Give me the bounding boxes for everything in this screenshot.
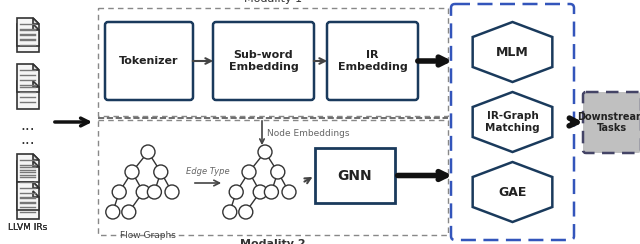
Polygon shape bbox=[17, 24, 39, 52]
Text: Tokenizer: Tokenizer bbox=[119, 56, 179, 66]
Circle shape bbox=[106, 205, 120, 219]
Circle shape bbox=[253, 185, 268, 199]
Polygon shape bbox=[33, 24, 39, 30]
Polygon shape bbox=[33, 182, 39, 188]
Text: Modality 2: Modality 2 bbox=[240, 239, 306, 244]
Polygon shape bbox=[17, 182, 39, 210]
Polygon shape bbox=[33, 191, 39, 197]
Polygon shape bbox=[17, 64, 39, 92]
Polygon shape bbox=[33, 161, 39, 167]
Circle shape bbox=[229, 185, 243, 199]
Polygon shape bbox=[33, 18, 39, 24]
Circle shape bbox=[264, 185, 278, 199]
Circle shape bbox=[154, 165, 168, 179]
Text: Sub-word
Embedding: Sub-word Embedding bbox=[228, 50, 298, 72]
Text: ...: ... bbox=[20, 132, 35, 148]
Polygon shape bbox=[17, 18, 39, 46]
FancyBboxPatch shape bbox=[583, 92, 640, 153]
Polygon shape bbox=[17, 191, 39, 219]
Polygon shape bbox=[17, 81, 39, 109]
Text: LLVM IRs: LLVM IRs bbox=[8, 224, 47, 233]
Polygon shape bbox=[473, 92, 552, 152]
Text: Node Embeddings: Node Embeddings bbox=[267, 129, 349, 138]
Polygon shape bbox=[473, 162, 552, 222]
Text: Edge Type: Edge Type bbox=[186, 167, 230, 176]
Text: IR-Graph
Matching: IR-Graph Matching bbox=[485, 111, 540, 133]
Circle shape bbox=[258, 145, 272, 159]
Polygon shape bbox=[17, 154, 39, 182]
Circle shape bbox=[165, 185, 179, 199]
FancyBboxPatch shape bbox=[327, 22, 418, 100]
Polygon shape bbox=[17, 161, 39, 189]
FancyBboxPatch shape bbox=[213, 22, 314, 100]
FancyBboxPatch shape bbox=[105, 22, 193, 100]
Circle shape bbox=[112, 185, 126, 199]
Circle shape bbox=[136, 185, 150, 199]
Polygon shape bbox=[33, 154, 39, 160]
Polygon shape bbox=[33, 64, 39, 70]
Text: Modality 1: Modality 1 bbox=[244, 0, 302, 4]
Polygon shape bbox=[33, 81, 39, 87]
Text: LLVM IRs: LLVM IRs bbox=[8, 224, 47, 233]
Circle shape bbox=[122, 205, 136, 219]
Text: GNN: GNN bbox=[338, 169, 372, 183]
FancyBboxPatch shape bbox=[315, 148, 395, 203]
Text: Flow Graphs: Flow Graphs bbox=[120, 231, 176, 240]
Circle shape bbox=[271, 165, 285, 179]
Circle shape bbox=[282, 185, 296, 199]
Circle shape bbox=[242, 165, 256, 179]
Polygon shape bbox=[473, 22, 552, 82]
Text: GAE: GAE bbox=[499, 185, 527, 199]
Circle shape bbox=[125, 165, 139, 179]
Text: IR
Embedding: IR Embedding bbox=[338, 50, 408, 72]
Circle shape bbox=[141, 145, 155, 159]
Text: ...: ... bbox=[20, 118, 35, 132]
Text: LLVM IRs: LLVM IRs bbox=[8, 224, 47, 233]
Text: MLM: MLM bbox=[496, 45, 529, 59]
Circle shape bbox=[239, 205, 253, 219]
Circle shape bbox=[147, 185, 161, 199]
Text: Downstream
Tasks: Downstream Tasks bbox=[577, 112, 640, 133]
Circle shape bbox=[223, 205, 237, 219]
